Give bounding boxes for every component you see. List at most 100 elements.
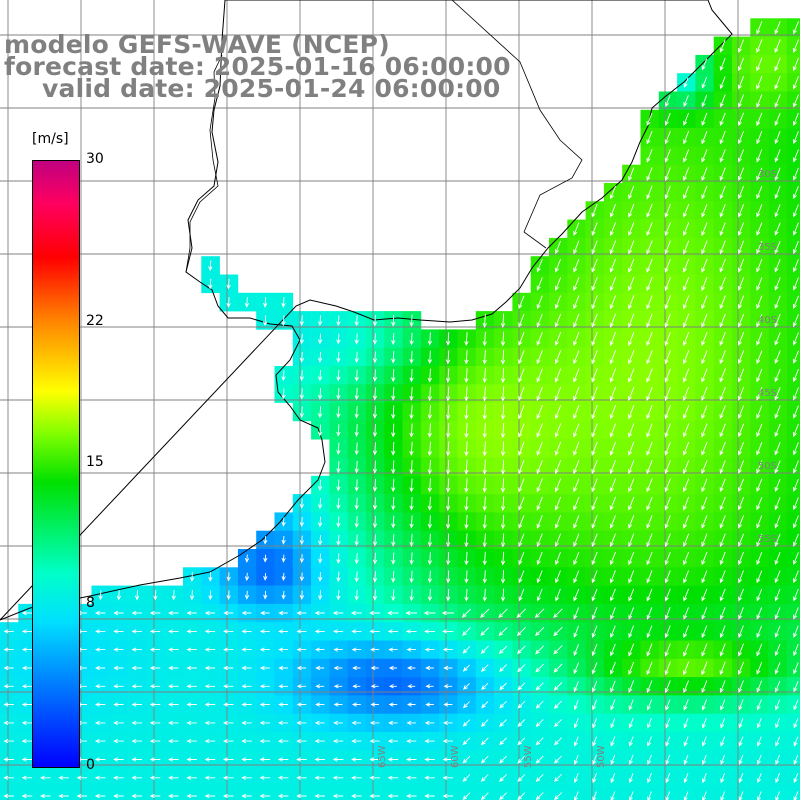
wind-arrow — [609, 277, 617, 292]
wind-arrow — [756, 94, 763, 108]
wind-arrow — [536, 332, 543, 346]
wind-arrow — [149, 775, 161, 780]
wind-arrow — [591, 551, 598, 566]
wind-arrow — [281, 572, 286, 582]
wind-arrow — [774, 240, 781, 255]
wind-arrow — [664, 607, 671, 620]
wind-arrow — [314, 757, 325, 762]
wind-arrow — [480, 755, 489, 764]
wind-arrow — [21, 757, 33, 762]
wind-arrow — [332, 610, 344, 616]
wind-arrow — [405, 775, 417, 780]
wind-arrow — [409, 533, 414, 547]
wind-arrow — [701, 460, 708, 474]
wind-arrow — [628, 185, 635, 200]
wind-arrow — [646, 276, 653, 292]
wind-arrow — [407, 684, 416, 689]
wind-arrow — [792, 149, 799, 163]
wind-arrow — [737, 368, 745, 383]
wind-arrow — [351, 738, 362, 744]
wind-arrow — [792, 39, 799, 53]
wind-arrow — [555, 588, 561, 602]
wind-arrow — [113, 665, 124, 671]
wind-arrow — [665, 736, 671, 747]
wind-arrow — [592, 699, 598, 711]
wind-arrow — [296, 720, 307, 726]
wind-arrow — [441, 610, 454, 616]
model-title: modelo GEFS-WAVE (NCEP) — [4, 30, 390, 59]
wind-arrow — [263, 297, 268, 308]
wind-arrow — [646, 588, 653, 602]
wind-arrow — [719, 350, 726, 365]
wind-arrow — [573, 295, 580, 310]
wind-arrow — [682, 386, 690, 401]
wind-arrow — [610, 718, 616, 729]
wind-arrow — [131, 665, 142, 671]
wind-arrow — [315, 702, 325, 707]
wind-arrow — [719, 295, 726, 310]
wind-arrow — [462, 627, 471, 636]
wind-arrow — [738, 533, 745, 547]
wind-arrow — [3, 684, 14, 689]
wind-arrow — [719, 496, 726, 511]
wind-arrow — [94, 702, 106, 707]
wind-arrow — [756, 295, 763, 310]
wind-arrow — [719, 515, 726, 529]
wind-arrow — [682, 661, 690, 676]
latitude-label: 40S — [758, 315, 777, 326]
wind-arrow — [241, 738, 252, 744]
wind-arrow — [424, 629, 435, 634]
wind-arrow — [263, 536, 268, 545]
wind-arrow — [409, 441, 414, 456]
wind-arrow — [553, 682, 563, 691]
wind-arrow — [281, 297, 286, 308]
wind-arrow — [168, 684, 179, 689]
wind-arrow — [500, 551, 506, 566]
wind-arrow — [720, 791, 726, 800]
wind-arrow — [701, 643, 708, 657]
wind-arrow — [683, 643, 690, 657]
wind-arrow — [3, 775, 14, 780]
wind-arrow — [719, 240, 726, 255]
wind-arrow — [480, 792, 489, 800]
wind-arrow — [609, 350, 617, 365]
colorbar-tick-label: 22 — [86, 312, 104, 329]
wind-arrow — [573, 644, 580, 657]
wind-arrow — [737, 515, 745, 529]
wind-speed-cell — [677, 786, 696, 800]
wind-arrow — [646, 405, 653, 420]
wind-arrow — [737, 240, 745, 255]
wind-arrow — [756, 607, 763, 620]
wind-arrow — [683, 625, 690, 639]
wind-arrow — [628, 460, 635, 475]
wind-arrow — [518, 295, 525, 310]
wind-arrow — [354, 333, 359, 345]
wind-arrow — [737, 277, 745, 291]
wind-arrow — [719, 277, 726, 291]
wind-arrow — [464, 588, 469, 602]
wind-speed-cell — [786, 457, 800, 477]
wind-arrow — [409, 332, 414, 346]
wind-arrow — [462, 719, 471, 727]
wind-arrow — [518, 350, 525, 365]
wind-arrow — [21, 610, 33, 616]
wind-arrow — [793, 754, 799, 765]
wind-arrow — [756, 332, 763, 346]
wind-arrow — [480, 774, 489, 782]
wind-arrow — [518, 588, 525, 602]
wind-arrow — [443, 702, 453, 707]
wind-arrow — [3, 757, 14, 762]
wind-arrow — [21, 793, 33, 799]
wind-arrow — [241, 720, 252, 726]
wind-arrow — [500, 349, 506, 365]
wind-arrow — [628, 661, 635, 675]
wind-arrow — [756, 442, 763, 456]
wind-arrow — [646, 240, 653, 255]
wind-arrow — [314, 775, 325, 780]
wind-arrow — [792, 515, 799, 529]
latitude-label: 50S — [758, 461, 777, 472]
wind-arrow — [792, 478, 799, 492]
wind-arrow — [445, 386, 451, 402]
wind-arrow — [223, 684, 234, 689]
wind-arrow — [370, 665, 379, 671]
